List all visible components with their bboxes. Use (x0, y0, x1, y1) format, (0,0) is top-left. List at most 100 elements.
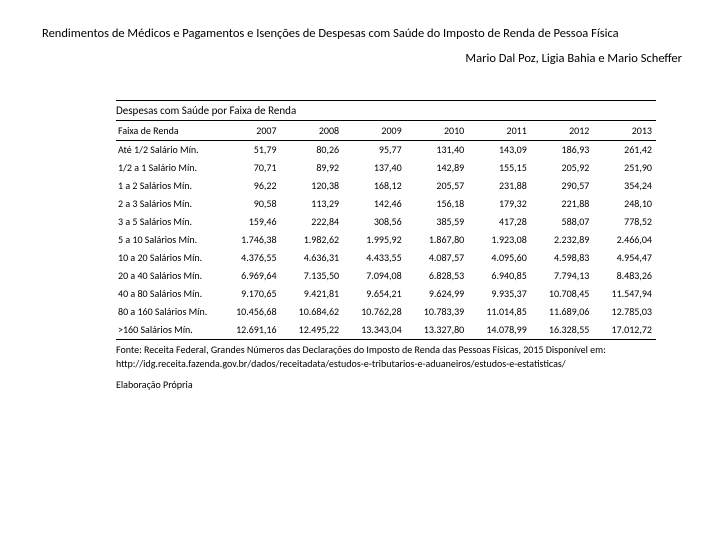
row-value: 10.684,62 (281, 303, 344, 321)
row-value: 142,89 (406, 159, 469, 177)
row-value: 4.954,47 (593, 249, 656, 267)
row-value: 11.547,94 (593, 285, 656, 303)
row-label: 40 a 80 Salários Mín. (116, 285, 218, 303)
row-value: 137,40 (343, 159, 406, 177)
table-row: >160 Salários Mín.12.691,1612.495,2213.3… (116, 321, 656, 340)
row-value: 142,46 (343, 195, 406, 213)
row-label: 5 a 10 Salários Mín. (116, 231, 218, 249)
row-value: 2.232,89 (531, 231, 594, 249)
row-value: 89,92 (281, 159, 344, 177)
row-value: 113,29 (281, 195, 344, 213)
row-value: 186,93 (531, 140, 594, 159)
row-value: 6.940,85 (468, 267, 531, 285)
col-header: 2008 (281, 120, 344, 140)
data-table: Faixa de Renda 2007 2008 2009 2010 2011 … (116, 120, 656, 340)
table-row: 20 a 40 Salários Mín.6.969,647.135,507.0… (116, 267, 656, 285)
row-value: 9.421,81 (281, 285, 344, 303)
row-value: 4.095,60 (468, 249, 531, 267)
row-value: 95,77 (343, 140, 406, 159)
table-elaboration: Elaboração Própria (116, 378, 656, 391)
document-authors: Mario Dal Poz, Ligia Bahia e Mario Schef… (42, 51, 690, 66)
row-value: 10.456,68 (218, 303, 281, 321)
row-value: 155,15 (468, 159, 531, 177)
row-value: 1.867,80 (406, 231, 469, 249)
row-value: 7.094,08 (343, 267, 406, 285)
row-value: 1.995,92 (343, 231, 406, 249)
row-value: 12.495,22 (281, 321, 344, 340)
row-value: 417,28 (468, 213, 531, 231)
table-row: 1/2 a 1 Salário Mín.70,7189,92137,40142,… (116, 159, 656, 177)
row-value: 1.982,62 (281, 231, 344, 249)
row-value: 16.328,55 (531, 321, 594, 340)
row-value: 6.969,64 (218, 267, 281, 285)
row-value: 17.012,72 (593, 321, 656, 340)
row-value: 221,88 (531, 195, 594, 213)
row-value: 12.691,16 (218, 321, 281, 340)
row-value: 4.433,55 (343, 249, 406, 267)
table-row: 1 a 2 Salários Mín.96,22120,38168,12205,… (116, 177, 656, 195)
table-body: Até 1/2 Salário Mín.51,7980,2695,77131,4… (116, 140, 656, 339)
row-label: 10 a 20 Salários Mín. (116, 249, 218, 267)
row-value: 143,09 (468, 140, 531, 159)
row-value: 10.708,45 (531, 285, 594, 303)
row-label: 3 a 5 Salários Mín. (116, 213, 218, 231)
table-title: Despesas com Saúde por Faixa de Renda (116, 100, 656, 120)
row-value: 90,58 (218, 195, 281, 213)
row-value: 4.636,31 (281, 249, 344, 267)
table-row: 5 a 10 Salários Mín.1.746,381.982,621.99… (116, 231, 656, 249)
col-header: 2013 (593, 120, 656, 140)
row-value: 10.762,28 (343, 303, 406, 321)
table-row: 10 a 20 Salários Mín.4.376,554.636,314.4… (116, 249, 656, 267)
row-value: 12.785,03 (593, 303, 656, 321)
page-container: Rendimentos de Médicos e Pagamentos e Is… (0, 0, 720, 411)
row-value: 778,52 (593, 213, 656, 231)
row-value: 261,42 (593, 140, 656, 159)
row-value: 13.327,80 (406, 321, 469, 340)
row-value: 80,26 (281, 140, 344, 159)
table-row: 80 a 160 Salários Mín.10.456,6810.684,62… (116, 303, 656, 321)
row-label: Até 1/2 Salário Mín. (116, 140, 218, 159)
row-value: 205,57 (406, 177, 469, 195)
row-value: 222,84 (281, 213, 344, 231)
row-label: 1/2 a 1 Salário Mín. (116, 159, 218, 177)
row-value: 7.135,50 (281, 267, 344, 285)
row-value: 179,32 (468, 195, 531, 213)
row-value: 205,92 (531, 159, 594, 177)
row-value: 159,46 (218, 213, 281, 231)
table-header-row: Faixa de Renda 2007 2008 2009 2010 2011 … (116, 120, 656, 140)
row-value: 156,18 (406, 195, 469, 213)
row-value: 385,59 (406, 213, 469, 231)
row-label: 2 a 3 Salários Mín. (116, 195, 218, 213)
row-value: 9.654,21 (343, 285, 406, 303)
row-value: 4.087,57 (406, 249, 469, 267)
table-section: Despesas com Saúde por Faixa de Renda Fa… (116, 100, 656, 391)
row-value: 231,88 (468, 177, 531, 195)
row-value: 308,56 (343, 213, 406, 231)
row-value: 248,10 (593, 195, 656, 213)
table-row: 40 a 80 Salários Mín.9.170,659.421,819.6… (116, 285, 656, 303)
row-value: 70,71 (218, 159, 281, 177)
row-value: 354,24 (593, 177, 656, 195)
row-value: 1.746,38 (218, 231, 281, 249)
row-value: 168,12 (343, 177, 406, 195)
row-label: 20 a 40 Salários Mín. (116, 267, 218, 285)
row-value: 9.170,65 (218, 285, 281, 303)
table-row: Até 1/2 Salário Mín.51,7980,2695,77131,4… (116, 140, 656, 159)
row-value: 11.689,06 (531, 303, 594, 321)
row-value: 8.483,26 (593, 267, 656, 285)
col-header: 2009 (343, 120, 406, 140)
row-value: 120,38 (281, 177, 344, 195)
col-header: Faixa de Renda (116, 120, 218, 140)
row-value: 10.783,39 (406, 303, 469, 321)
row-value: 131,40 (406, 140, 469, 159)
row-value: 9.935,37 (468, 285, 531, 303)
col-header: 2012 (531, 120, 594, 140)
row-value: 290,57 (531, 177, 594, 195)
table-row: 3 a 5 Salários Mín.159,46222,84308,56385… (116, 213, 656, 231)
row-value: 13.343,04 (343, 321, 406, 340)
col-header: 2011 (468, 120, 531, 140)
document-title: Rendimentos de Médicos e Pagamentos e Is… (42, 26, 690, 43)
table-row: 2 a 3 Salários Mín.90,58113,29142,46156,… (116, 195, 656, 213)
row-value: 14.078,99 (468, 321, 531, 340)
row-value: 1.923,08 (468, 231, 531, 249)
